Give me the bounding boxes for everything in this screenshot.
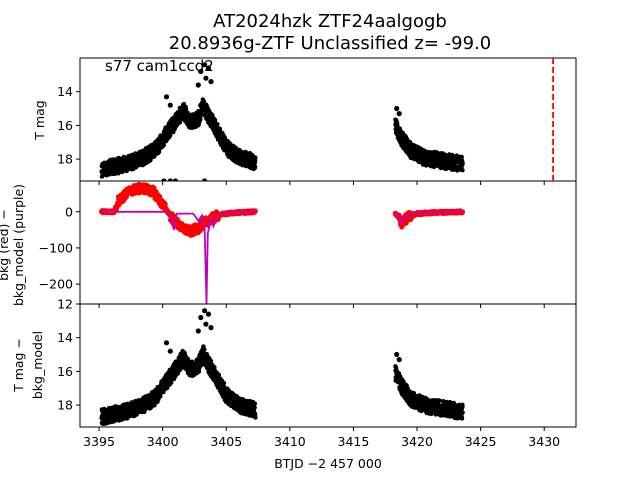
x-tick-label: 3400 bbox=[147, 434, 179, 449]
mag-point bbox=[156, 149, 162, 154]
mag-bright-point bbox=[167, 348, 173, 354]
mag-point bbox=[459, 416, 465, 421]
x-tick-label: 3415 bbox=[338, 434, 370, 449]
panel-middle-ylabel-line1: bkg (red) − bbox=[0, 209, 11, 281]
mag-point bbox=[215, 122, 220, 127]
y-tick-label: −100 bbox=[39, 240, 73, 255]
mag-point bbox=[252, 401, 258, 406]
y-tick-label: 18 bbox=[57, 398, 73, 413]
mag-bright-point bbox=[163, 340, 170, 346]
mag-point bbox=[442, 152, 448, 157]
panel-top: 14 16 18 T mag s77 cam1ccd2 bbox=[32, 57, 577, 182]
x-tick-label: 3405 bbox=[210, 434, 242, 449]
mag-point bbox=[212, 117, 218, 123]
mag-point bbox=[437, 398, 442, 403]
x-tick-label: 3425 bbox=[465, 434, 497, 449]
mag-point bbox=[196, 369, 202, 374]
panel-bottom-ylabel-line2: bkg_model bbox=[30, 331, 45, 399]
mag-point bbox=[460, 161, 465, 166]
y-tick-label: 16 bbox=[57, 118, 73, 133]
chart-title-line1: AT2024hzk ZTF24aalgogb bbox=[213, 11, 447, 32]
mag-point bbox=[202, 347, 207, 352]
mag-point bbox=[208, 358, 214, 364]
x-tick-label: 3395 bbox=[83, 434, 115, 449]
y-tick-label: 0 bbox=[65, 204, 73, 219]
panel-middle-ylabel-line2: bkg_model (purple) bbox=[11, 184, 26, 306]
mag-bright-point bbox=[208, 325, 214, 331]
panel-middle: 0 −100 −200 bkg (red) − bkg_model (purple) bbox=[0, 180, 577, 306]
mag-point bbox=[199, 112, 204, 117]
mag-bright-point bbox=[195, 82, 201, 88]
mag-bright-point bbox=[394, 351, 400, 358]
x-tick-label: 3420 bbox=[401, 434, 433, 449]
panel-middle-yticks: 0 −100 −200 bbox=[39, 204, 80, 292]
mag-bright-point bbox=[203, 75, 209, 81]
x-axis-label: BTJD −2 457 000 bbox=[274, 456, 382, 471]
mag-bright-point bbox=[198, 68, 204, 75]
y-tick-label: 12 bbox=[57, 297, 73, 312]
y-tick-label: 18 bbox=[57, 152, 73, 167]
panel-top-data bbox=[99, 62, 465, 181]
mag-point bbox=[252, 164, 258, 169]
bkg-model-line bbox=[101, 210, 256, 304]
mag-point bbox=[221, 380, 227, 386]
mag-faint-point bbox=[202, 178, 208, 181]
mag-bright-point bbox=[394, 105, 400, 112]
mag-point bbox=[168, 133, 173, 138]
mag-point bbox=[460, 410, 465, 415]
mag-bright-point bbox=[203, 321, 209, 327]
y-tick-label: −200 bbox=[39, 277, 73, 292]
mag-point bbox=[252, 405, 257, 410]
mag-bright-point bbox=[202, 308, 208, 314]
mag-point bbox=[460, 168, 465, 173]
mag-point bbox=[395, 122, 400, 128]
mag-point bbox=[459, 154, 464, 160]
mag-bright-point bbox=[198, 314, 204, 321]
mag-bright-point bbox=[396, 357, 402, 363]
mag-point bbox=[460, 404, 465, 409]
mag-faint-point bbox=[161, 178, 167, 181]
panel-bottom: 12 14 16 18 T mag − bkg_model bbox=[11, 297, 577, 428]
y-tick-label: 16 bbox=[57, 364, 73, 379]
mag-bright-point bbox=[205, 65, 212, 71]
bkg-point bbox=[199, 225, 205, 232]
mag-point bbox=[253, 155, 258, 160]
bkg-model-line bbox=[394, 210, 463, 225]
mag-point bbox=[158, 394, 163, 399]
chart-annotation: s77 cam1ccd2 bbox=[105, 57, 214, 75]
mag-point bbox=[161, 142, 166, 147]
panel-bottom-frame bbox=[79, 303, 577, 428]
panel-bottom-data bbox=[99, 308, 465, 426]
x-tick-label: 3410 bbox=[274, 434, 306, 449]
y-tick-label: 14 bbox=[57, 84, 73, 99]
mag-bright-point bbox=[208, 79, 214, 85]
panel-top-yticks: 14 16 18 bbox=[57, 84, 80, 167]
panel-top-ylabel: T mag bbox=[32, 100, 47, 140]
mag-point bbox=[217, 126, 223, 131]
mag-bright-point bbox=[195, 328, 201, 334]
x-axis-ticks: 3395 3400 3405 3410 3415 3420 3425 3430 bbox=[83, 181, 560, 449]
mag-point bbox=[216, 372, 222, 378]
mag-bright-point bbox=[202, 62, 208, 68]
panel-middle-data bbox=[99, 181, 466, 304]
y-tick-label: 14 bbox=[57, 330, 73, 345]
mag-bright-point bbox=[163, 94, 170, 100]
mag-faint-point bbox=[167, 178, 173, 181]
panel-bottom-ylabel-line1: T mag − bbox=[11, 338, 26, 393]
mag-bright-point bbox=[205, 311, 212, 317]
mag-bright-point bbox=[396, 111, 402, 117]
mag-point bbox=[198, 117, 203, 122]
chart-title-line2: 20.8936g-ZTF Unclassified z= -99.0 bbox=[169, 33, 491, 54]
mag-point bbox=[253, 415, 258, 420]
panel-bottom-yticks: 12 14 16 18 bbox=[57, 297, 80, 413]
mag-faint-point bbox=[172, 178, 178, 181]
x-tick-label: 3430 bbox=[528, 434, 560, 449]
mag-point bbox=[169, 380, 174, 385]
mag-point bbox=[183, 106, 189, 112]
mag-bright-point bbox=[167, 102, 173, 108]
